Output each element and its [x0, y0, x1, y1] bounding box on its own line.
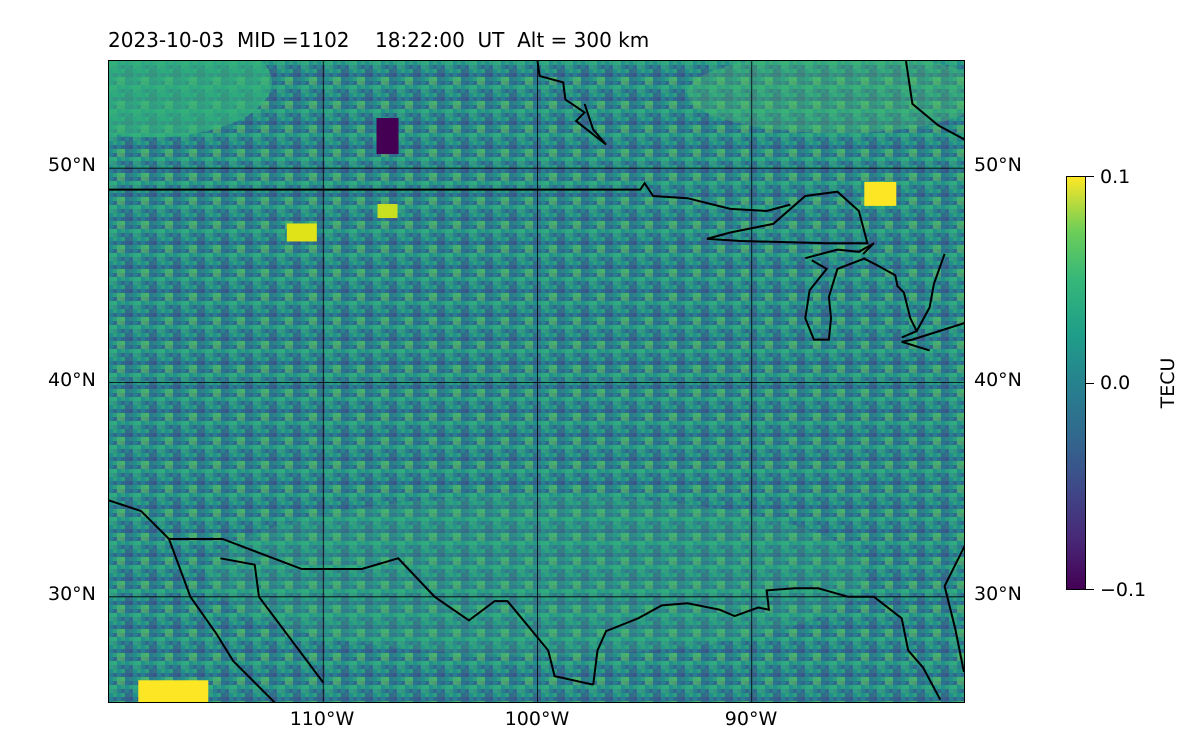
colorbar-label-max: 0.1: [1100, 166, 1131, 188]
coastline-segment: [915, 253, 946, 332]
lat-label-left-30: 30°N: [48, 583, 96, 605]
title-timezone: UT: [477, 28, 505, 52]
lon-label-90w: 90°W: [724, 708, 778, 730]
tec-hotspot: [376, 118, 399, 155]
coastline-segment: [706, 190, 869, 245]
title-altitude: Alt = 300 km: [517, 28, 650, 52]
coastline-segment: [943, 545, 964, 673]
coastline-segment: [905, 61, 964, 141]
coastline-segment: [109, 181, 791, 213]
map-hotspots: [138, 118, 897, 702]
tecu-colorbar: [1066, 176, 1086, 590]
lat-label-right-40: 40°N: [974, 369, 1022, 391]
tec-hotspot: [286, 223, 317, 242]
coastline-segment: [592, 587, 942, 701]
high-tec-ne-region: [687, 61, 964, 134]
colorbar-tick-max: [1086, 176, 1094, 177]
tec-map-svg: [109, 61, 964, 702]
lon-label-110w: 110°W: [289, 708, 355, 730]
colorbar-label-min: −0.1: [1100, 579, 1147, 601]
coastline-segment: [804, 257, 866, 341]
lat-label-left-40: 40°N: [48, 369, 96, 391]
map-coastlines: [109, 61, 964, 702]
colorbar-tick-mid: [1086, 383, 1094, 384]
colorbar-tick-min: [1086, 589, 1094, 590]
lat-label-right-50: 50°N: [974, 154, 1022, 176]
coastline-segment: [536, 61, 607, 146]
tec-hotspot: [138, 680, 209, 702]
lon-label-100w: 100°W: [504, 708, 570, 730]
title-mid: MID =1102: [236, 28, 350, 52]
coastline-segment: [805, 242, 875, 260]
coastline-segment: [901, 322, 964, 352]
coastline-segment: [220, 557, 325, 684]
colorbar-title: TECU: [1157, 357, 1179, 409]
high-tec-nw-region: [109, 61, 272, 138]
map-gridlines: [109, 61, 964, 702]
coastline-segment: [109, 499, 594, 686]
tec-hotspot: [864, 181, 897, 206]
lat-label-left-50: 50°N: [48, 154, 96, 176]
lat-label-right-30: 30°N: [974, 583, 1022, 605]
title-time: 18:22:00: [374, 28, 465, 52]
coastline-segment: [168, 538, 276, 702]
title-date: 2023-10-03: [108, 28, 225, 52]
tec-map-panel: [108, 60, 965, 703]
map-title: 2023-10-03 MID =1102 18:22:00 UT Alt = 3…: [108, 28, 649, 52]
coastline-segment: [862, 257, 919, 339]
tec-hotspot: [377, 204, 398, 219]
colorbar-label-mid: 0.0: [1100, 372, 1131, 394]
